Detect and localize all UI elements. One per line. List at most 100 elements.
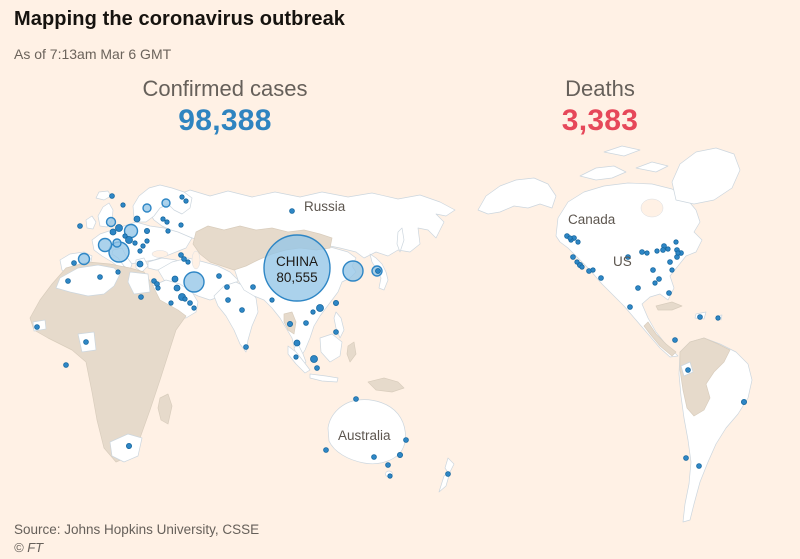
case-dot <box>683 455 689 461</box>
landmass-philippines <box>333 311 345 339</box>
caspian-sea <box>191 250 201 270</box>
landmass-java <box>309 373 339 383</box>
case-dot <box>310 309 316 315</box>
case-dot <box>132 240 138 246</box>
case-dot <box>741 398 748 405</box>
case-dot <box>144 238 150 244</box>
case-dot <box>182 296 188 302</box>
case-dot <box>310 355 318 363</box>
case-dot <box>140 243 146 249</box>
case-dot <box>115 269 121 275</box>
case-dot <box>269 297 275 303</box>
case-dot <box>665 246 671 252</box>
landmass-sakhalin <box>396 227 405 253</box>
case-dot <box>625 254 631 260</box>
case-bubble <box>112 238 122 248</box>
case-dot <box>333 329 339 335</box>
confirmed-cases-stat: Confirmed cases 98,388 <box>95 76 355 138</box>
deaths-label: Deaths <box>565 76 635 101</box>
case-dot <box>133 215 141 223</box>
confirmed-cases-value: 98,388 <box>178 104 272 137</box>
case-dot <box>83 339 89 345</box>
timestamp: As of 7:13am Mar 6 GMT <box>14 46 172 62</box>
case-dot <box>173 284 181 292</box>
landmass-cuba <box>655 301 683 311</box>
case-dot <box>191 305 197 311</box>
case-dot <box>574 259 580 265</box>
case-dot <box>590 267 596 273</box>
case-dot <box>120 202 126 208</box>
landmass-new-zealand-north <box>444 457 455 475</box>
case-dot <box>656 276 662 282</box>
case-dot <box>136 260 144 268</box>
case-dot <box>445 471 451 477</box>
case-dot <box>696 463 702 469</box>
case-bubble <box>183 271 205 293</box>
case-dot <box>654 248 660 254</box>
landmass-arctic-islands-3 <box>603 145 641 157</box>
china-bubble-label: CHINA <box>276 254 318 269</box>
case-dot <box>34 324 40 330</box>
landmass-northwest-africa <box>55 264 121 297</box>
case-dot <box>187 300 193 306</box>
case-dot <box>178 252 184 258</box>
case-dot <box>125 236 133 244</box>
case-bubble <box>161 198 171 208</box>
landmass-madagascar <box>157 393 173 425</box>
case-dot <box>314 365 320 371</box>
map-label-russia: Russia <box>304 199 346 214</box>
case-dot <box>225 297 231 303</box>
ft-copyright: © FT <box>14 540 44 555</box>
landmass-sulawesi <box>346 341 357 363</box>
case-dot <box>575 239 581 245</box>
case-dot <box>303 320 309 326</box>
case-dot <box>387 473 393 479</box>
china-bubble-label: 80,555 <box>276 270 317 285</box>
case-dot <box>697 314 703 320</box>
source-note: Source: Johns Hopkins University, CSSE <box>14 522 260 537</box>
bubble-layer <box>34 193 748 479</box>
case-dot <box>316 304 324 312</box>
case-dot <box>185 259 191 265</box>
case-dot <box>109 228 117 236</box>
landmass-egypt <box>127 271 151 295</box>
case-dot <box>109 193 115 199</box>
case-dot <box>138 294 144 300</box>
case-dot <box>71 260 77 266</box>
hudson-bay <box>640 198 664 218</box>
case-dot <box>286 320 293 327</box>
case-dot <box>250 284 256 290</box>
case-bubble <box>263 234 331 302</box>
case-dot <box>216 273 222 279</box>
case-dot <box>353 396 359 402</box>
case-dot <box>171 275 179 283</box>
case-dot <box>375 268 381 274</box>
case-dot <box>179 194 185 200</box>
case-dot <box>669 267 675 273</box>
case-dot <box>155 285 161 291</box>
case-dot <box>293 339 301 347</box>
case-dot <box>675 250 681 256</box>
case-dot <box>667 259 673 265</box>
case-dot <box>97 274 103 280</box>
case-dot <box>627 304 633 310</box>
case-dot <box>160 216 166 222</box>
case-dot <box>332 299 339 306</box>
case-bubble <box>97 237 113 253</box>
black-sea <box>151 250 169 258</box>
case-dot <box>650 267 656 273</box>
case-dot <box>660 247 666 253</box>
landmass-ireland <box>85 215 97 230</box>
map-label-us: US <box>613 254 632 269</box>
landmass-central-america <box>643 321 677 357</box>
case-dot <box>115 224 123 232</box>
landmass-north-america <box>555 182 703 358</box>
case-dot <box>293 354 299 360</box>
case-dot <box>239 307 245 313</box>
confirmed-cases-label: Confirmed cases <box>142 76 308 101</box>
landmass-arctic-islands-2 <box>635 161 669 173</box>
case-dot <box>126 442 133 449</box>
case-dot <box>715 315 721 321</box>
landmass-sumatra <box>287 345 311 374</box>
